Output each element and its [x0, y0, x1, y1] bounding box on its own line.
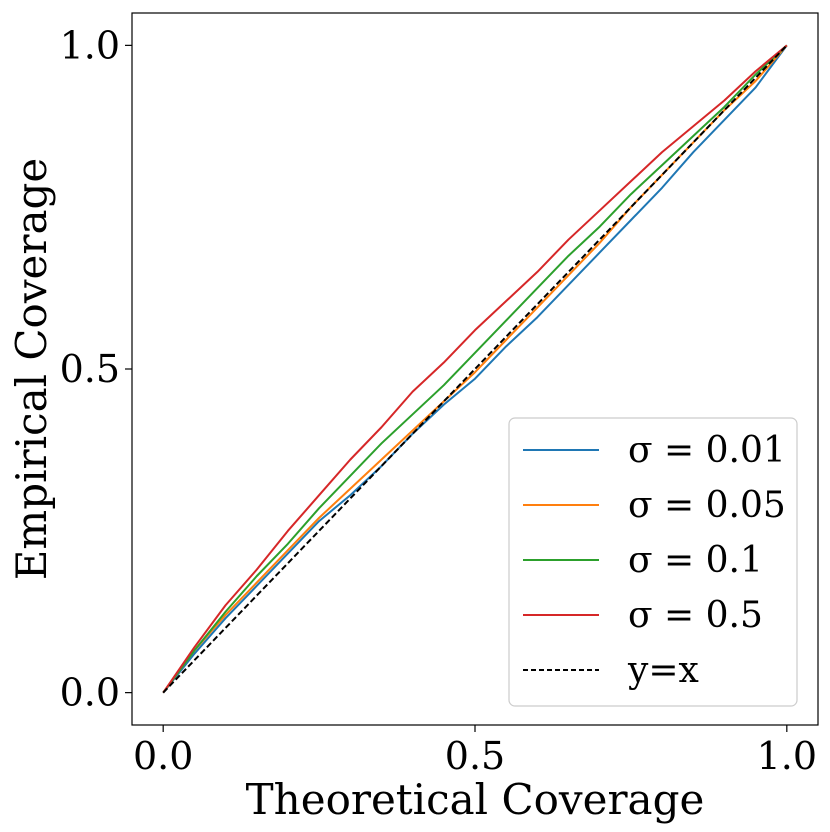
legend-label-identity: y=x: [627, 650, 699, 691]
y-axis-label: Empirical Coverage: [7, 158, 56, 581]
series-line-sigma-0.5: [162, 44, 788, 694]
y-tick-label-0: 0.0: [60, 671, 120, 715]
legend-label-sigma-0.1: σ = 0.1: [628, 540, 763, 581]
x-axis-label: Theoretical Coverage: [246, 775, 705, 824]
x-axis-ticks: 0.0 0.5 1.0: [133, 725, 817, 778]
legend-label-sigma-0.01: σ = 0.01: [628, 430, 786, 471]
series-line-sigma-0.1: [162, 44, 788, 694]
legend-label-sigma-0.5: σ = 0.5: [628, 595, 763, 636]
legend-label-sigma-0.05: σ = 0.05: [628, 485, 786, 526]
series-line-sigma-0.01: [162, 44, 788, 694]
legend: σ = 0.01 σ = 0.05 σ = 0.1 σ = 0.5 y=x: [508, 417, 798, 707]
y-tick-label-2: 1.0: [60, 23, 120, 67]
y-tick-label-1: 0.5: [60, 347, 120, 391]
legend-box: [508, 417, 798, 707]
series-layer: [162, 44, 788, 694]
x-tick-label-0: 0.0: [133, 734, 193, 778]
x-tick-label-2: 1.0: [757, 734, 817, 778]
y-axis-ticks: 0.0 0.5 1.0: [60, 23, 132, 715]
series-line-identity: [162, 44, 788, 694]
x-tick-label-1: 0.5: [445, 734, 505, 778]
